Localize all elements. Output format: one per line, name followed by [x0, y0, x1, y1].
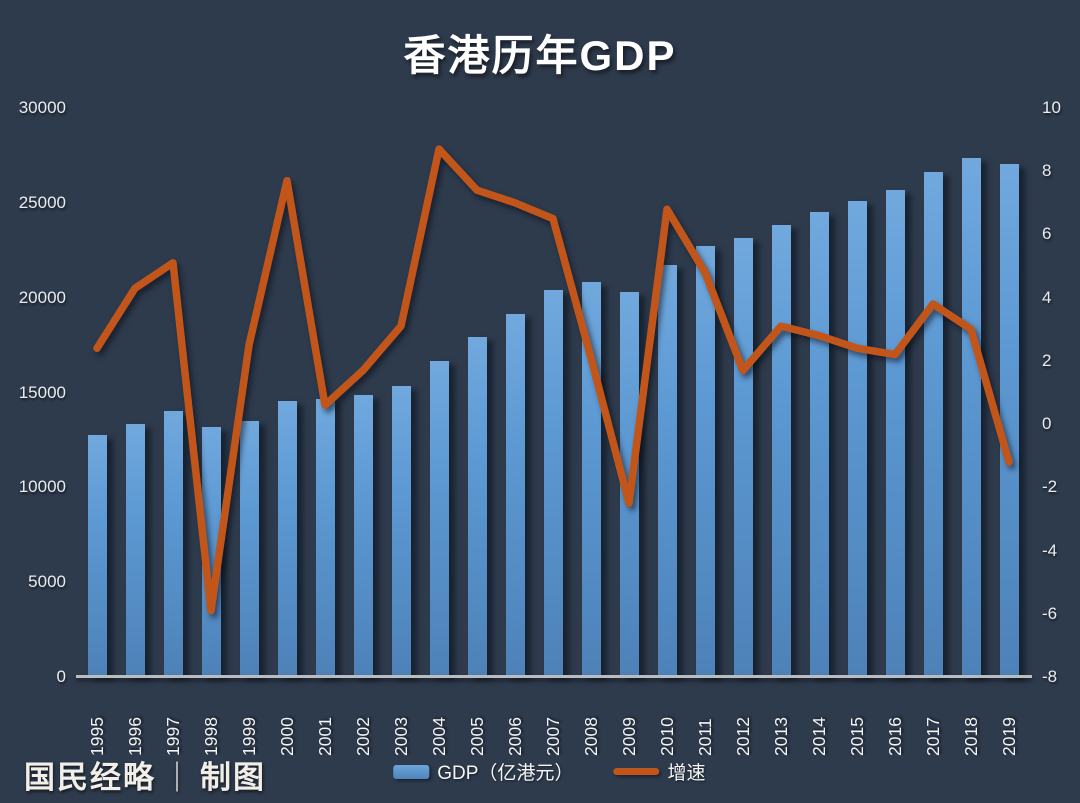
right-axis-tick-6: 6	[1042, 224, 1052, 244]
gdp-bar-1997	[163, 411, 183, 676]
x-axis-line	[76, 675, 1032, 678]
watermark-divider: ｜	[162, 761, 194, 795]
gdp-bar-swatch-icon	[393, 764, 430, 779]
gdp-bar-1998	[201, 427, 221, 676]
left-axis-tick-30000: 30000	[18, 98, 66, 117]
gdp-bar-2015	[847, 200, 867, 676]
right-axis-tick-10: 10	[1042, 98, 1061, 117]
gdp-bar-1995	[87, 434, 107, 676]
legend-item-gdp: GDP（亿港元）	[393, 758, 573, 785]
gdp-bar-2019	[999, 164, 1019, 676]
growth-line-swatch-icon	[613, 768, 660, 775]
left-axis-tick-10000: 10000	[18, 477, 66, 497]
gdp-bar-2004	[429, 360, 449, 676]
watermark: 国民经略 ｜ 制图	[24, 752, 266, 797]
watermark-brand: 国民经略	[24, 760, 156, 795]
gdp-bar-1999	[239, 420, 259, 676]
right-axis-tick--4: -4	[1042, 540, 1058, 560]
watermark-suffix: 制图	[200, 760, 266, 795]
gdp-bar-2003	[391, 386, 411, 676]
left-axis-tick-20000: 20000	[18, 287, 66, 307]
gdp-bar-2007	[543, 289, 563, 676]
chart-title: 香港历年GDP	[403, 32, 677, 79]
right-axis-tick--6: -6	[1042, 603, 1058, 623]
legend: GDP（亿港元） 增速	[393, 758, 705, 785]
gdp-bar-2013	[771, 224, 791, 676]
right-axis-tick-4: 4	[1042, 287, 1052, 307]
right-axis-tick-0: 0	[1042, 414, 1052, 434]
left-axis-tick-15000: 15000	[18, 382, 66, 402]
legend-gdp-label: GDP（亿港元）	[437, 763, 574, 784]
gdp-bar-2017	[923, 171, 943, 676]
gdp-bar-2011	[695, 245, 715, 676]
right-axis-tick-8: 8	[1042, 161, 1052, 181]
right-axis-tick-2: 2	[1042, 350, 1052, 370]
gdp-bar-2010	[657, 265, 677, 676]
left-axis-tick-0: 0	[56, 667, 66, 686]
gdp-bar-2012	[733, 238, 753, 676]
gdp-bar-2018	[961, 157, 981, 676]
left-axis-tick-25000: 25000	[18, 192, 66, 212]
gdp-bar-2005	[467, 337, 487, 676]
left-axis-tick-5000: 5000	[28, 572, 66, 592]
gdp-bar-2014	[809, 212, 829, 676]
gdp-bar-2002	[353, 394, 373, 676]
gdp-bar-2000	[277, 401, 297, 676]
gdp-bar-2001	[315, 399, 335, 676]
gdp-bar-1996	[125, 424, 145, 676]
gdp-bar-2016	[885, 190, 905, 676]
growth-line	[93, 145, 1013, 615]
legend-growth-label: 增速	[667, 763, 706, 784]
gdp-bar-2006	[505, 313, 525, 676]
right-axis-tick--8: -8	[1042, 667, 1058, 686]
legend-item-growth: 增速	[613, 758, 705, 785]
right-axis-tick--2: -2	[1042, 477, 1058, 497]
